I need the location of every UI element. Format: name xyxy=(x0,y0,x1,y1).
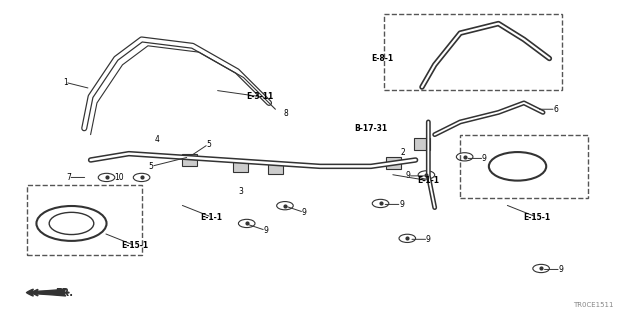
Text: 9: 9 xyxy=(426,235,431,244)
Bar xyxy=(414,139,429,150)
Text: E-8-1: E-8-1 xyxy=(371,54,394,63)
Bar xyxy=(268,162,283,174)
Text: TR0CE1511: TR0CE1511 xyxy=(573,301,613,308)
Text: 9: 9 xyxy=(301,208,307,217)
Text: 6: 6 xyxy=(554,105,558,114)
Text: 9: 9 xyxy=(264,226,268,235)
Bar xyxy=(182,154,197,166)
Text: E-1-1: E-1-1 xyxy=(201,212,223,222)
Text: 7: 7 xyxy=(66,173,71,182)
Text: 9: 9 xyxy=(399,200,404,209)
Text: 9: 9 xyxy=(482,154,487,163)
Text: E-15-1: E-15-1 xyxy=(523,212,550,222)
Text: 2: 2 xyxy=(401,148,405,156)
Text: E-15-1: E-15-1 xyxy=(122,241,148,250)
Text: E-3-11: E-3-11 xyxy=(246,92,273,101)
Bar xyxy=(386,157,401,169)
Text: 10: 10 xyxy=(115,173,124,182)
Text: 4: 4 xyxy=(155,135,160,144)
Text: 1: 1 xyxy=(63,78,67,87)
Bar xyxy=(233,161,248,172)
Text: 9: 9 xyxy=(559,265,563,274)
Text: 9: 9 xyxy=(406,172,410,180)
Text: 3: 3 xyxy=(238,187,243,196)
Text: 5: 5 xyxy=(206,140,211,148)
Text: B-17-31: B-17-31 xyxy=(355,124,388,133)
Text: FR.: FR. xyxy=(56,288,74,298)
Text: 5: 5 xyxy=(148,162,154,171)
Text: 8: 8 xyxy=(284,108,289,117)
Text: E-1-1: E-1-1 xyxy=(417,176,439,185)
